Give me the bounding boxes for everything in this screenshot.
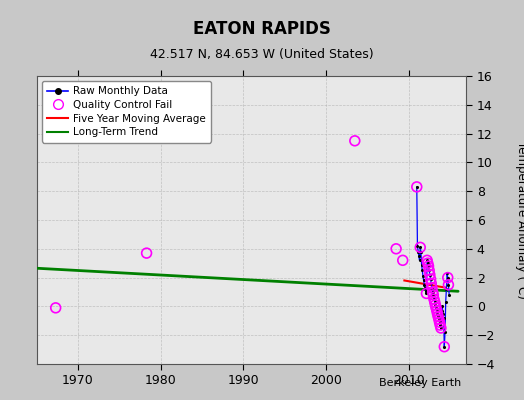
Point xyxy=(416,257,424,264)
Point xyxy=(392,246,400,252)
Point xyxy=(439,310,447,317)
Point xyxy=(423,257,431,264)
Point xyxy=(444,274,452,281)
Point xyxy=(444,282,453,288)
Y-axis label: Temperature Anomaly (°C): Temperature Anomaly (°C) xyxy=(515,141,524,299)
Point xyxy=(424,263,433,269)
Point xyxy=(422,290,431,297)
Point xyxy=(143,250,151,256)
Point xyxy=(429,292,438,298)
Point xyxy=(421,284,429,291)
Point xyxy=(427,280,435,286)
Point xyxy=(433,310,442,317)
Point xyxy=(429,289,437,295)
Point xyxy=(423,260,432,266)
Point xyxy=(432,305,440,311)
Point xyxy=(418,267,427,274)
Point xyxy=(443,270,451,276)
Point xyxy=(444,282,453,288)
Point xyxy=(419,273,427,279)
Point xyxy=(416,244,424,250)
Point xyxy=(428,284,436,291)
Point xyxy=(436,322,444,328)
Point xyxy=(419,277,428,284)
Point xyxy=(431,299,439,305)
Point xyxy=(438,303,446,310)
Point xyxy=(433,308,441,314)
Text: EATON RAPIDS: EATON RAPIDS xyxy=(193,20,331,38)
Point xyxy=(425,272,434,278)
Point xyxy=(435,319,444,326)
Point xyxy=(436,325,445,331)
Point xyxy=(440,344,449,350)
Point xyxy=(429,292,438,298)
Point xyxy=(438,308,446,314)
Point xyxy=(428,284,436,291)
Point xyxy=(414,248,422,255)
Point xyxy=(434,313,442,320)
Point xyxy=(442,286,451,292)
Point xyxy=(425,267,433,274)
Point xyxy=(433,308,441,314)
Point xyxy=(51,305,60,311)
Point xyxy=(440,315,448,321)
Point xyxy=(425,272,434,278)
Point xyxy=(423,260,432,266)
Point xyxy=(427,276,435,282)
Point xyxy=(431,302,440,308)
Point xyxy=(436,325,445,331)
Point xyxy=(445,292,453,298)
Point xyxy=(414,253,423,259)
Point xyxy=(436,322,444,328)
Point xyxy=(399,257,407,264)
Point xyxy=(425,267,433,274)
Point xyxy=(417,248,425,255)
Point xyxy=(420,282,429,288)
Point xyxy=(418,262,426,268)
Point xyxy=(427,280,435,286)
Point xyxy=(351,138,359,144)
Point xyxy=(421,287,430,294)
Point xyxy=(431,299,439,305)
Point xyxy=(441,329,449,336)
Point xyxy=(444,274,452,281)
Point xyxy=(434,316,443,322)
Point xyxy=(432,305,440,311)
Point xyxy=(433,310,442,317)
Point xyxy=(430,296,438,302)
Point xyxy=(434,313,442,320)
Point xyxy=(429,289,437,295)
Point xyxy=(412,184,421,190)
Legend: Raw Monthly Data, Quality Control Fail, Five Year Moving Average, Long-Term Tren: Raw Monthly Data, Quality Control Fail, … xyxy=(42,81,211,142)
Point xyxy=(431,302,440,308)
Point xyxy=(422,290,431,297)
Point xyxy=(435,319,444,326)
Point xyxy=(434,316,443,322)
Point xyxy=(413,243,422,249)
Point xyxy=(416,244,424,250)
Point xyxy=(423,257,431,264)
Point xyxy=(412,184,421,190)
Point xyxy=(430,296,438,302)
Point xyxy=(427,276,435,282)
Point xyxy=(442,299,450,305)
Point xyxy=(440,344,449,350)
Text: Berkeley Earth: Berkeley Earth xyxy=(379,378,461,388)
Text: 42.517 N, 84.653 W (United States): 42.517 N, 84.653 W (United States) xyxy=(150,48,374,61)
Point xyxy=(424,263,433,269)
